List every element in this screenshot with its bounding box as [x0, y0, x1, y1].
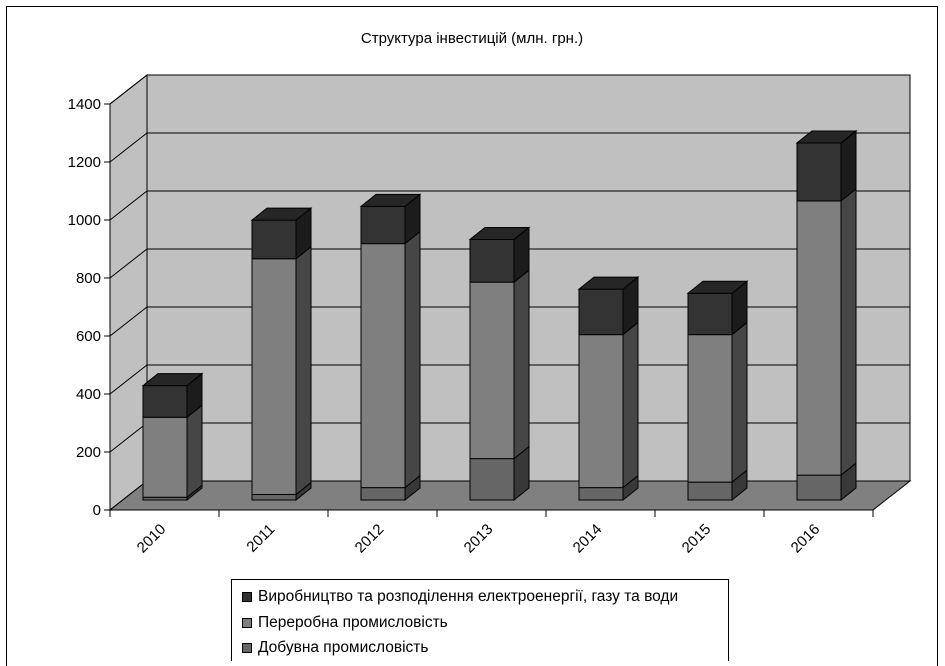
legend-swatch: [242, 592, 252, 602]
gridline: [109, 74, 910, 105]
bar-front: [469, 238, 515, 283]
bar-segment: [796, 187, 857, 477]
bar-front: [578, 487, 624, 501]
bar-front: [687, 334, 733, 483]
bar-top: [141, 373, 204, 387]
bar-top: [686, 280, 749, 294]
bar-front: [796, 142, 842, 202]
bar-side: [513, 269, 530, 460]
side-wall: [109, 73, 148, 512]
bar-front: [142, 416, 188, 498]
bar-segment: [251, 245, 312, 496]
bar-front: [687, 292, 733, 336]
bar-front: [251, 493, 297, 501]
legend-swatch: [242, 643, 252, 653]
bar-top: [795, 130, 858, 144]
bar-side: [404, 230, 421, 489]
legend-label: Виробництво та розподілення електроенерг…: [258, 588, 679, 605]
x-tick-label: 2013: [461, 521, 497, 557]
bar-segment: [359, 193, 422, 245]
bar-side: [186, 404, 203, 499]
bar-segment: [687, 321, 748, 484]
bar-segment: [250, 207, 313, 260]
bar-segment: [686, 280, 749, 336]
x-axis: 2010 2011 2012 2013 2014 2015 2016: [109, 509, 874, 557]
legend-swatch: [242, 618, 252, 628]
bar-top: [250, 207, 313, 221]
legend: Виробництво та розподілення електроенерг…: [231, 579, 729, 661]
x-tick-label: 2016: [788, 521, 824, 557]
bar-front: [578, 334, 624, 489]
bar-front: [469, 281, 515, 460]
bar-top: [577, 276, 640, 290]
gridline: [109, 190, 910, 221]
y-tick-label: 1000: [68, 212, 101, 229]
bar-front: [796, 474, 842, 501]
bar-segment: [360, 230, 421, 489]
y-tick-label: 200: [76, 444, 101, 461]
legend-item: Добувна промисловість: [242, 637, 428, 659]
bar-segment: [469, 269, 530, 460]
gridline: [109, 132, 910, 163]
bar-side: [295, 245, 312, 496]
gridline: [109, 364, 910, 395]
bar-front: [251, 219, 297, 260]
bar-top: [468, 226, 531, 240]
x-tick-label: 2010: [134, 521, 170, 557]
y-tick-label: 1200: [68, 154, 101, 171]
bar-segment: [468, 226, 531, 284]
bar-segment: [469, 445, 530, 502]
y-axis: 0 200 400 600 800 1000 1200 1400: [68, 96, 111, 519]
legend-label: Добувна промисловість: [258, 639, 429, 656]
chart-title: Структура інвестицій (млн. грн.): [361, 30, 583, 47]
y-tick-label: 600: [76, 328, 101, 345]
x-tick-label: 2012: [352, 521, 388, 557]
bar-front: [687, 481, 733, 501]
bar-segment: [141, 372, 204, 419]
bar-front: [142, 385, 188, 418]
bar-segment: [795, 129, 858, 202]
bar-side: [840, 187, 857, 477]
y-tick-label: 0: [93, 502, 101, 519]
bar-segment: [142, 404, 203, 499]
x-tick-label: 2015: [679, 521, 715, 557]
legend-label: Переробна промисловість: [258, 614, 448, 631]
bar-front: [578, 288, 624, 336]
gridline: [109, 306, 910, 337]
bar-side: [731, 321, 748, 484]
bar-stacks: [141, 129, 858, 502]
y-tick-label: 800: [76, 270, 101, 287]
bar-front: [360, 487, 406, 501]
y-tick-label: 1400: [68, 96, 101, 113]
bar-front: [796, 200, 842, 476]
legend-item: Переробна промисловість: [242, 612, 448, 634]
bar-segment: [578, 321, 639, 489]
bar-top: [359, 193, 422, 207]
bar-segment: [577, 276, 640, 336]
legend-item: Виробництво та розподілення електроенерг…: [242, 586, 678, 608]
x-tick-label: 2014: [570, 521, 606, 557]
bar-front: [469, 458, 515, 501]
y-tick-label: 400: [76, 386, 101, 403]
x-tick-label: 2011: [243, 521, 278, 556]
gridline: [109, 248, 910, 279]
bar-front: [360, 205, 406, 245]
bar-front: [251, 258, 297, 495]
bar-segment: [251, 481, 312, 502]
bar-side: [622, 321, 639, 489]
bar-front: [360, 243, 406, 489]
